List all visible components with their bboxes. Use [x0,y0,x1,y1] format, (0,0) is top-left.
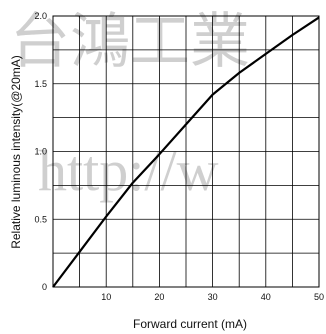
series-line [52,16,320,288]
y-tick-label: 2.0 [34,11,47,21]
x-tick-label: 30 [208,292,218,302]
x-tick-label: 10 [101,292,111,302]
x-tick-label: 40 [261,292,271,302]
watermark-line1: 台鴻工業 [10,9,250,75]
x-axis-label: Forward current (mA) [133,317,247,331]
tick-labels: 10 20 30 40 50 0 0.5 1.0 1.5 2.0 [34,11,324,302]
x-tick-label: 20 [154,292,164,302]
plot-frame [52,15,320,288]
series-layer [52,16,320,288]
y-tick-label: 1.5 [34,79,47,89]
watermark-line2: http://w [38,138,219,203]
grid [52,15,320,288]
y-tick-label: 1.0 [34,147,47,157]
y-tick-label: 0 [42,282,47,292]
y-axis-label: Relative luminous intensity(@20mA) [9,55,23,249]
x-tick-label: 50 [314,292,324,302]
y-tick-label: 0.5 [34,214,47,224]
